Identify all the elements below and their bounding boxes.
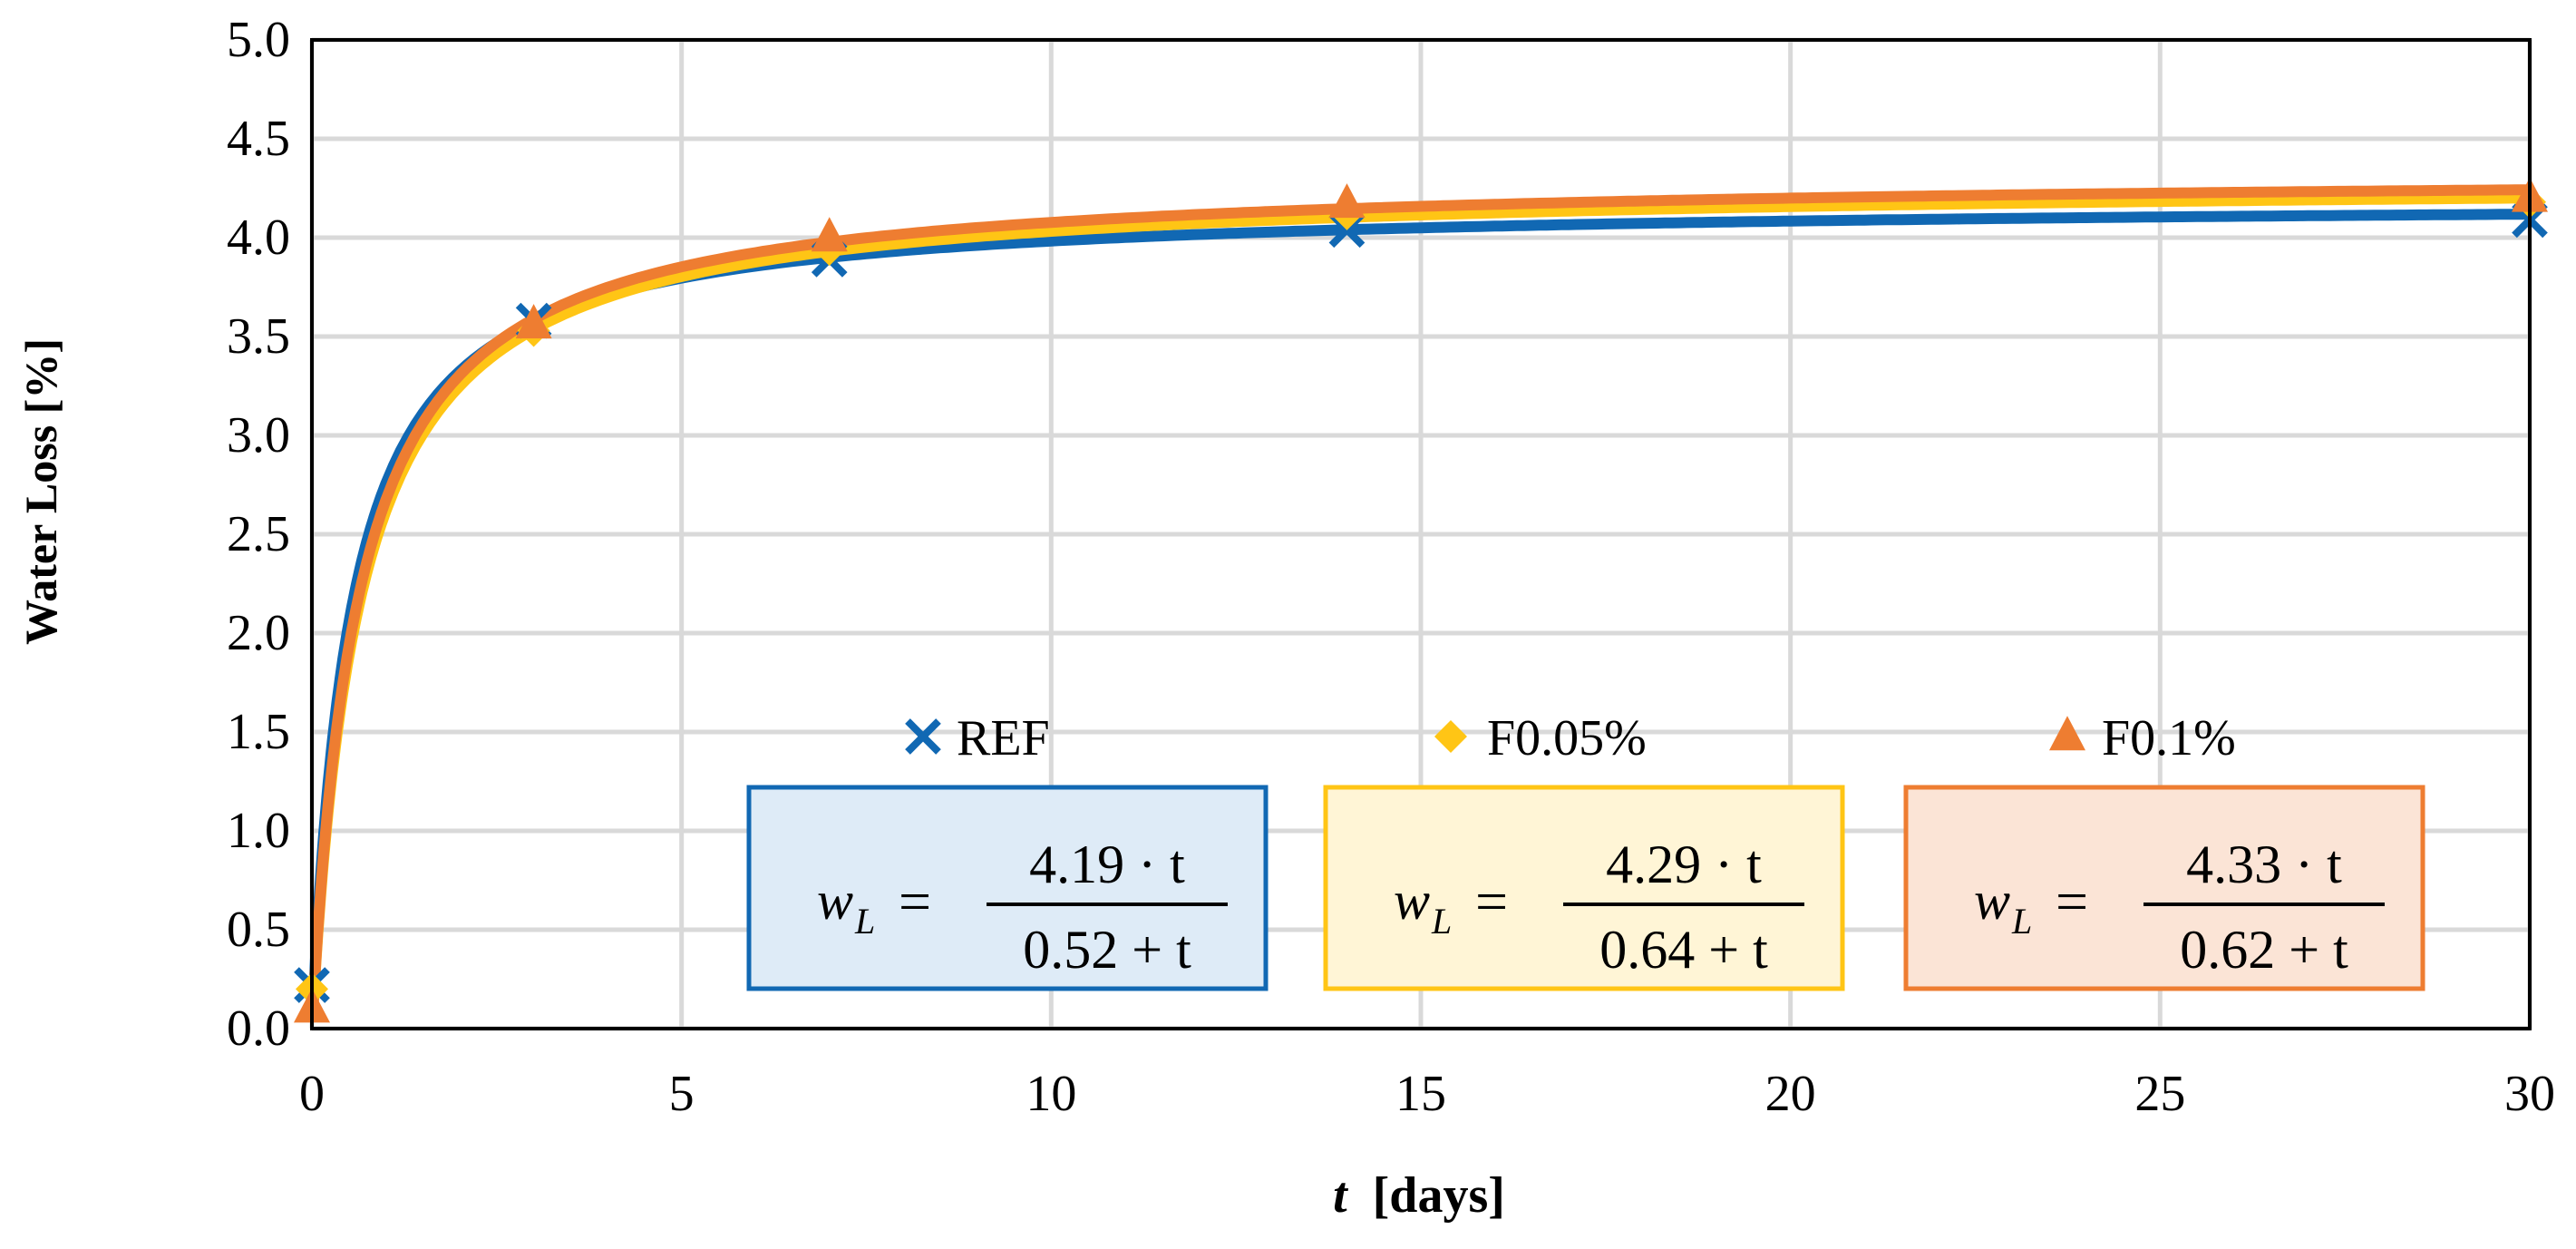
y-tick-label: 4.5: [227, 111, 290, 167]
legend-marker: [2049, 716, 2085, 751]
fit-curves: [306, 184, 2535, 1015]
marker-stroke: [905, 718, 941, 755]
equation-subscript: L: [2011, 901, 2032, 942]
y-tick-label: 2.0: [227, 605, 290, 661]
equation-denominator: 0.64 + t: [1599, 920, 1768, 980]
y-tick-label: 4.0: [227, 210, 290, 266]
equation-lhs: w: [1394, 871, 1430, 931]
y-tick-label: 1.0: [227, 803, 290, 859]
y-tick-label: 2.5: [227, 506, 290, 562]
x-tick-label: 10: [1026, 1066, 1076, 1122]
y-tick-label: 0.5: [227, 902, 290, 958]
equation-box-F0.05%: w L = 4.29 · t 0.64 + t: [1323, 785, 1845, 991]
legend-label: F0.05%: [1487, 710, 1647, 766]
x-tick-label: 25: [2134, 1066, 2185, 1122]
legend-label: F0.1%: [2102, 710, 2236, 766]
equation-box-frame: [746, 785, 1269, 991]
equation-lhs: w: [1974, 871, 2010, 931]
legend-entry-REF: REF: [905, 710, 1050, 766]
y-tick-label: 3.0: [227, 407, 290, 463]
equation-box-REF: w L = 4.19 · t 0.52 + t: [746, 785, 1269, 991]
fit-curve-F0.1%: [306, 184, 2535, 1015]
x-tick-label: 20: [1765, 1066, 1816, 1122]
equation-denominator: 0.52 + t: [1023, 920, 1191, 980]
legend: REF F0.05% F0.1%: [905, 710, 2236, 766]
x-tick-label: 5: [669, 1066, 695, 1122]
data-point-F0.1%: [1328, 183, 1366, 219]
equation-numerator: 4.29 · t: [1606, 834, 1762, 894]
equation-lhs: w: [817, 871, 853, 931]
y-tick-label: 1.5: [227, 704, 290, 760]
y-tick-label: 0.0: [227, 1000, 290, 1057]
equation-equals: =: [1475, 869, 1508, 933]
equation-subscript: L: [1431, 901, 1452, 942]
tick-labels: 0.0 0.5 1.0 1.5 2.0 2.5 3.0 3.5 4.0 4.5 5.0 0 5 10 15 2…: [227, 12, 2555, 1122]
x-tick-label: 0: [299, 1066, 325, 1122]
legend-entry-F0.05%: F0.05%: [1434, 710, 1647, 766]
x-tick-label: 15: [1395, 1066, 1446, 1122]
data-point-F0.1%: [515, 304, 552, 339]
equation-box-frame: [1903, 785, 2425, 991]
x-tick-label: 30: [2504, 1066, 2555, 1122]
legend-entry-F0.1%: F0.1%: [2049, 710, 2236, 766]
x-axis-variable: t: [1333, 1167, 1348, 1224]
legend-marker: [905, 718, 941, 755]
equation-denominator: 0.62 + t: [2180, 920, 2348, 980]
plot-area-frame: [310, 38, 2532, 1030]
x-axis-label: t [days]: [1333, 1167, 1505, 1224]
y-axis-label: Water Loss [%]: [15, 338, 66, 645]
x-axis-unit: [days]: [1373, 1167, 1505, 1224]
fit-equations: w L =4.19 · t0.52 + tw L =4.29 · t0.64 + tw L…: [746, 785, 2425, 991]
equation-subscript: L: [854, 901, 875, 942]
legend-marker: [1434, 720, 1467, 753]
equation-equals: =: [899, 869, 931, 933]
equation-box-frame: [1323, 785, 1845, 991]
fit-curve-F0.05%: [306, 192, 2535, 1009]
y-tick-label: 5.0: [227, 12, 290, 68]
equation-numerator: 4.33 · t: [2186, 834, 2342, 894]
equation-box-F0.1%: w L = 4.33 · t 0.62 + t: [1903, 785, 2425, 991]
equation-equals: =: [2056, 869, 2088, 933]
equation-numerator: 4.19 · t: [1029, 834, 1185, 894]
data-point-F0.1%: [811, 217, 848, 252]
y-tick-label: 3.5: [227, 308, 290, 365]
legend-label: REF: [957, 710, 1050, 766]
